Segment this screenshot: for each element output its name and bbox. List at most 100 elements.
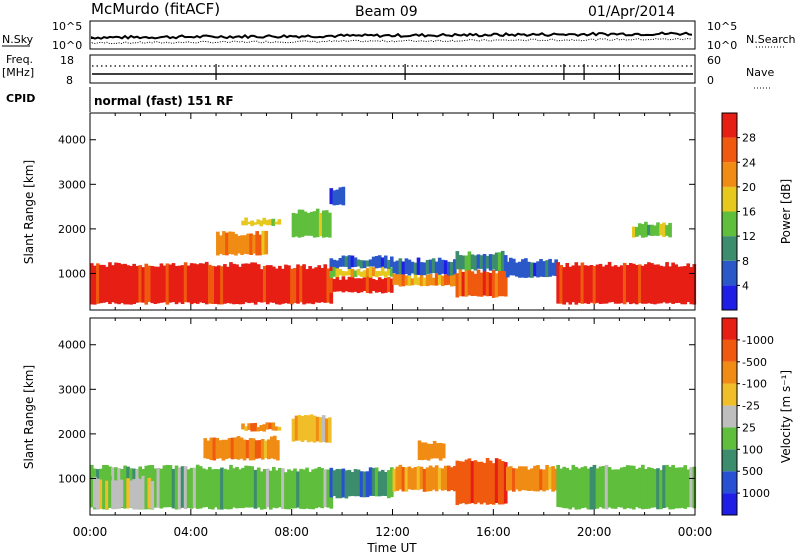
range-time-cell <box>368 276 373 294</box>
range-time-cell <box>338 469 343 499</box>
x-tick-label: 00:00 <box>678 525 713 539</box>
range-time-cell <box>551 262 555 276</box>
range-time-cell <box>559 468 564 508</box>
range-time-cell <box>244 263 248 303</box>
range-time-cell <box>233 437 238 459</box>
range-time-cell <box>324 210 329 238</box>
range-time-cell <box>335 276 340 292</box>
range-time-cell <box>449 274 454 287</box>
range-time-cell <box>272 266 276 303</box>
range-time-cell <box>214 469 218 508</box>
range-time-cell <box>482 269 487 296</box>
range-time-cell <box>96 478 100 510</box>
range-time-cell <box>90 263 94 305</box>
range-time-cell <box>365 260 370 267</box>
range-time-cell <box>641 464 645 510</box>
range-time-cell <box>539 258 543 277</box>
range-time-cell <box>226 469 230 510</box>
range-time-cell <box>350 255 355 268</box>
range-time-cell <box>174 265 179 305</box>
range-time-cell <box>482 462 487 503</box>
range-time-cell <box>192 263 197 304</box>
range-time-cell <box>500 250 505 271</box>
range-time-cell <box>269 436 274 459</box>
range-time-cell <box>311 268 315 305</box>
range-time-cell <box>153 468 158 508</box>
range-time-cell <box>186 265 191 303</box>
range-time-cell <box>592 464 597 510</box>
range-time-cell <box>377 255 382 268</box>
range-time-cell <box>432 440 437 459</box>
range-time-cell <box>476 461 481 503</box>
range-time-cell <box>677 467 681 509</box>
range-time-cell <box>668 466 672 510</box>
range-time-cell <box>150 481 155 509</box>
range-time-cell <box>656 468 660 510</box>
range-time-cell <box>568 469 573 510</box>
range-time-cell <box>257 440 262 459</box>
range-time-cell <box>102 264 106 303</box>
range-time-cell <box>329 277 334 293</box>
range-time-cell <box>362 260 367 269</box>
range-time-cell <box>320 267 325 303</box>
range-time-cell <box>248 438 253 461</box>
range-time-cell <box>111 265 115 303</box>
range-time-cell <box>271 218 276 226</box>
range-time-cell <box>485 272 490 297</box>
colorbar-swatch <box>722 493 737 515</box>
range-time-cell <box>383 277 388 293</box>
range-time-cell <box>631 226 636 238</box>
range-time-cell <box>417 440 422 461</box>
range-time-cell <box>659 265 663 304</box>
range-time-cell <box>653 469 657 508</box>
colorbar-title: Power [dB] <box>779 179 793 244</box>
range-time-cell <box>225 232 229 256</box>
range-time-cell <box>156 467 161 508</box>
range-time-cell <box>356 268 361 276</box>
range-time-cell <box>500 269 505 297</box>
range-time-cell <box>674 467 678 509</box>
range-time-cell <box>443 274 448 286</box>
range-time-cell <box>195 264 200 304</box>
range-time-cell <box>473 273 478 296</box>
range-time-cell <box>638 467 642 509</box>
range-time-cell <box>180 265 185 304</box>
range-time-cell <box>622 262 627 305</box>
range-time-cell <box>419 273 424 287</box>
range-time-cell <box>683 265 688 305</box>
range-time-cell <box>102 476 106 509</box>
range-time-cell <box>198 466 203 509</box>
range-time-cell <box>96 263 100 304</box>
range-time-cell <box>207 264 212 304</box>
range-time-cell <box>650 263 654 304</box>
range-time-cell <box>577 265 582 303</box>
range-time-cell <box>306 415 311 443</box>
range-time-cell <box>659 223 663 236</box>
range-time-cell <box>238 469 242 509</box>
range-time-cell <box>278 265 282 305</box>
range-time-cell <box>256 427 261 432</box>
range-time-cell <box>297 415 302 441</box>
range-time-cell <box>332 190 337 206</box>
range-time-cell <box>201 263 206 304</box>
range-time-cell <box>533 262 537 277</box>
range-time-cell <box>183 466 188 510</box>
beam-title: Beam 09 <box>355 4 418 20</box>
colorbar-swatch <box>722 162 737 187</box>
range-time-cell <box>247 263 251 304</box>
range-time-cell <box>186 469 191 509</box>
range-time-cell <box>416 257 421 275</box>
range-time-cell <box>229 464 233 510</box>
range-time-cell <box>613 469 618 509</box>
range-time-cell <box>138 265 143 303</box>
range-time-cell <box>329 467 334 498</box>
nsky-bottom-tick: 10^0 <box>52 39 82 52</box>
range-time-cell <box>467 251 472 271</box>
cpid-label: CPID <box>6 92 35 105</box>
range-time-cell <box>223 468 227 509</box>
range-time-cell <box>221 439 226 461</box>
range-time-cell <box>275 470 279 509</box>
range-time-cell <box>246 233 250 255</box>
range-time-cell <box>305 467 309 509</box>
range-time-cell <box>562 466 567 509</box>
